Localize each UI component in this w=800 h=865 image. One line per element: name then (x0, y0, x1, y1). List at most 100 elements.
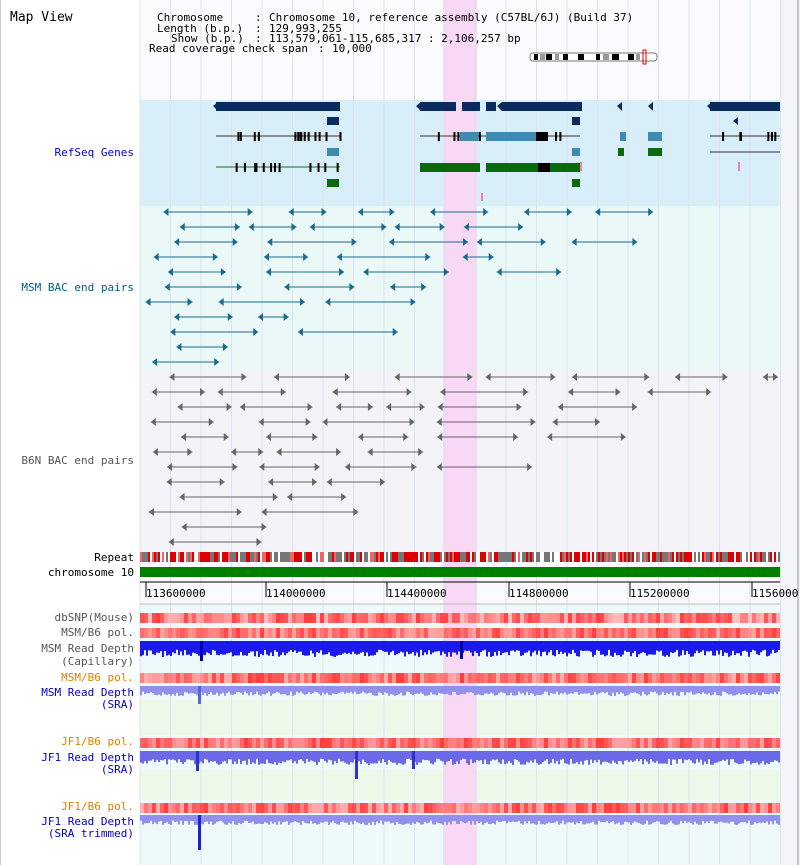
depth-bar (178, 815, 180, 825)
bac-end (513, 433, 519, 441)
heat-cell (504, 613, 508, 623)
heat-cell (448, 673, 452, 683)
heat-cell (144, 628, 148, 638)
depth-bar (482, 751, 484, 764)
bac-end (152, 448, 158, 456)
heat-cell (272, 613, 276, 623)
heat-cell (724, 613, 728, 623)
depth-bar (570, 641, 572, 655)
depth-bar (670, 815, 672, 821)
depth-bar (688, 641, 690, 655)
depth-bar (524, 686, 526, 696)
heat-cell (156, 738, 160, 748)
heat-cell (240, 803, 244, 813)
ruler-tick-label: 113600000 (146, 587, 206, 600)
depth-bar (664, 641, 666, 657)
bac-end (516, 403, 522, 411)
depth-bar (324, 686, 326, 695)
depth-bar (626, 686, 628, 696)
depth-bar (268, 751, 270, 764)
heat-cell (736, 673, 740, 683)
heat-cell (436, 803, 440, 813)
depth-bar (302, 815, 304, 822)
depth-bar (598, 751, 600, 760)
heat-cell (232, 738, 236, 748)
repeat-mark (696, 552, 698, 562)
depth-bar (246, 641, 248, 656)
repeat-mark (520, 552, 522, 562)
depth-bar (486, 815, 488, 823)
ruler-tick-label: 114800000 (509, 587, 569, 600)
heat-cell (728, 738, 732, 748)
repeat-mark (290, 552, 292, 562)
heat-cell (312, 673, 316, 683)
repeat-mark (656, 552, 658, 562)
depth-bar (732, 686, 734, 696)
heat-cell (704, 803, 708, 813)
depth-bar (344, 751, 346, 763)
depth-bar (144, 686, 146, 694)
heat-cell (208, 673, 212, 683)
depth-bar (512, 815, 514, 822)
heat-cell (432, 738, 436, 748)
depth-bar (402, 815, 404, 825)
heat-cell (192, 803, 196, 813)
depth-bar (262, 686, 264, 695)
heat-cell (524, 738, 528, 748)
depth-bar (654, 686, 656, 692)
depth-bar (476, 751, 478, 761)
depth-bar (178, 686, 180, 696)
depth-bar (274, 641, 276, 651)
depth-bar (540, 686, 542, 696)
depth-bar (402, 686, 404, 696)
repeat-mark (688, 552, 690, 562)
heat-cell (772, 628, 776, 638)
depth-bar (720, 686, 722, 696)
bac-end (595, 208, 601, 216)
heat-cell (296, 738, 300, 748)
depth-bar (164, 751, 166, 760)
depth-bar (592, 815, 594, 822)
heat-cell (652, 673, 656, 683)
depth-bar (766, 815, 768, 822)
gene-block (216, 102, 340, 111)
depth-bar (334, 815, 336, 823)
depth-bar (450, 686, 452, 696)
depth-bar (188, 641, 190, 655)
depth-bar (328, 686, 330, 695)
heat-cell (260, 738, 264, 748)
depth-bar (434, 815, 436, 825)
bac-end (394, 223, 400, 231)
track-label-refseq[interactable]: RefSeq Genes (54, 146, 134, 159)
depth-bar (380, 686, 382, 693)
depth-bar (264, 815, 266, 823)
heat-cell (664, 613, 668, 623)
heat-cell (420, 628, 424, 638)
heat-cell (612, 628, 616, 638)
repeat-mark (310, 552, 312, 562)
heat-cell (148, 673, 152, 683)
track-label-b6n-bac[interactable]: B6N BAC end pairs (21, 454, 134, 467)
heat-cell (196, 628, 200, 638)
heat-cell (324, 673, 328, 683)
depth-bar (496, 815, 498, 821)
bac-end (179, 493, 185, 501)
depth-bar (710, 815, 712, 821)
depth-bar (730, 751, 732, 760)
heat-cell (740, 628, 744, 638)
depth-bar (702, 751, 704, 765)
heat-cell (392, 673, 396, 683)
depth-bar (728, 641, 730, 657)
heat-cell (504, 738, 508, 748)
depth-bar (568, 751, 570, 765)
depth-bar (150, 815, 152, 821)
depth-bar (686, 641, 688, 652)
repeat-mark (510, 552, 512, 562)
depth-bar (188, 686, 190, 694)
depth-bar (700, 751, 702, 760)
exon (339, 132, 342, 141)
track-label-msm-bac[interactable]: MSM BAC end pairs (21, 281, 134, 294)
depth-bar (512, 641, 514, 651)
bac-end (344, 373, 350, 381)
